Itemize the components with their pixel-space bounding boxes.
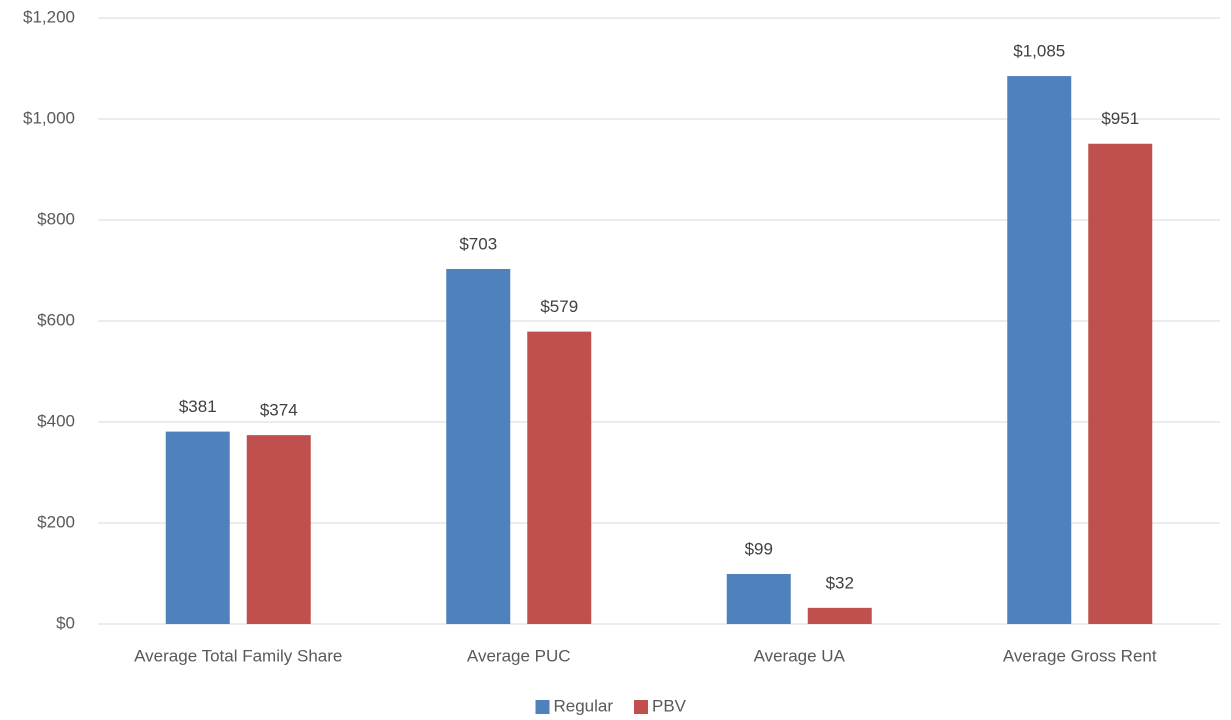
bar	[165, 431, 230, 624]
x-tick-label: Average Total Family Share	[134, 646, 342, 665]
legend-label: PBV	[652, 696, 687, 715]
data-label: $1,085	[1013, 42, 1065, 61]
y-tick-label: $400	[37, 411, 75, 430]
y-tick-label: $600	[37, 310, 75, 329]
bar	[1007, 76, 1072, 624]
x-tick-label: Average Gross Rent	[1003, 646, 1157, 665]
legend-swatch	[634, 700, 648, 714]
x-tick-label: Average UA	[754, 646, 846, 665]
y-tick-label: $1,000	[23, 108, 75, 127]
bar	[726, 574, 791, 624]
data-label: $374	[260, 401, 298, 420]
data-label: $32	[826, 573, 854, 592]
bar	[807, 607, 872, 624]
bar	[246, 435, 311, 624]
x-tick-label: Average PUC	[467, 646, 571, 665]
y-tick-label: $0	[56, 613, 75, 632]
bar	[527, 331, 592, 624]
legend-swatch	[535, 700, 550, 714]
y-tick-label: $800	[37, 209, 75, 228]
data-label: $381	[179, 397, 217, 416]
y-tick-label: $200	[37, 512, 75, 531]
data-label: $951	[1101, 109, 1139, 128]
data-label: $579	[540, 297, 578, 316]
legend-label: Regular	[554, 696, 614, 715]
data-label: $703	[459, 234, 497, 253]
bar	[446, 268, 511, 624]
y-tick-label: $1,200	[23, 7, 75, 26]
data-label: $99	[745, 539, 773, 558]
bar	[1088, 143, 1153, 624]
